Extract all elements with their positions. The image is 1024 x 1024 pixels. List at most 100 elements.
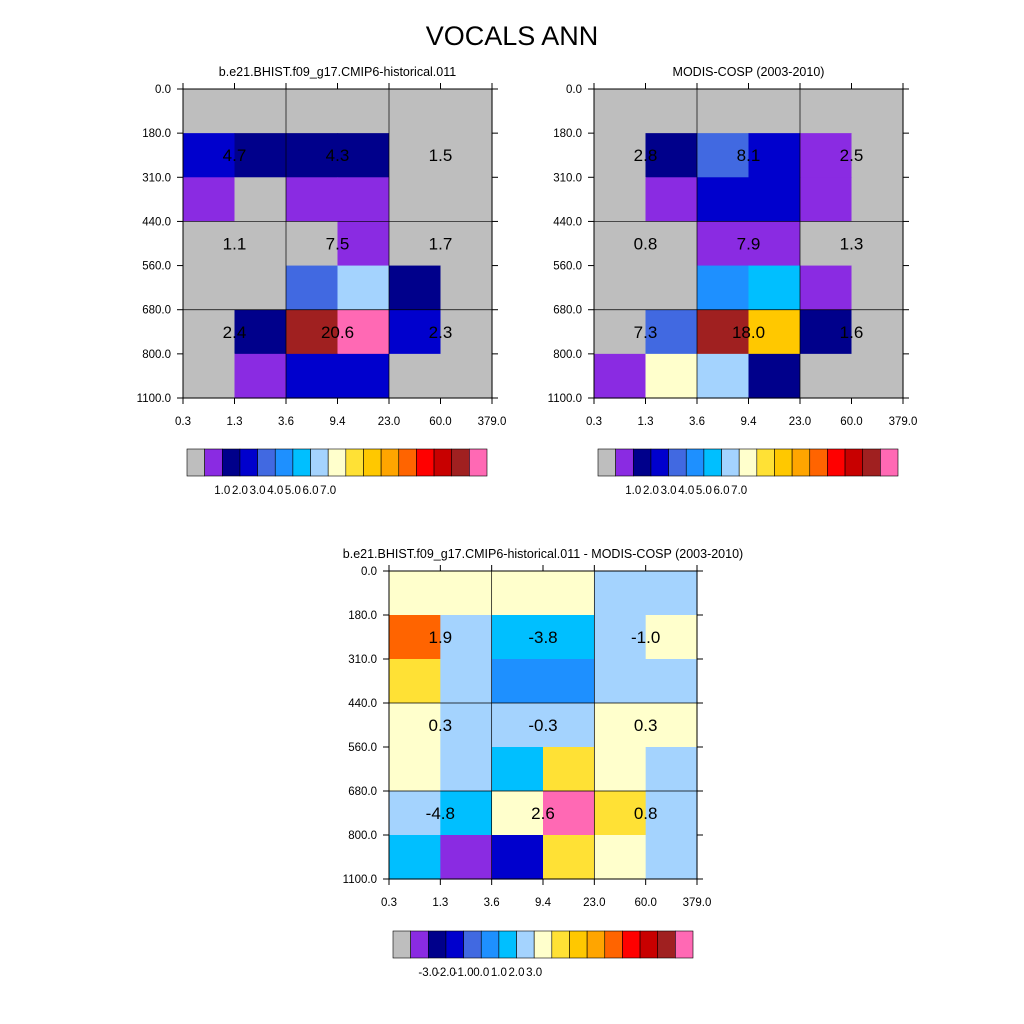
heatmap-cell <box>337 353 390 399</box>
colorbar-swatch <box>604 930 623 959</box>
colorbar-swatch <box>433 448 453 477</box>
colorbar-swatch <box>622 930 641 959</box>
heatmap-cell <box>440 615 493 660</box>
heatmap-cell <box>491 703 544 748</box>
colorbar-swatch <box>427 930 447 959</box>
heatmap-cell <box>645 659 698 704</box>
colorbar-swatch <box>774 448 793 477</box>
x-tick-label: 9.4 <box>330 416 347 428</box>
heatmap-cell <box>851 177 904 223</box>
cell-value-label: 7.5 <box>326 235 350 254</box>
cell-value-label: 1.5 <box>429 146 453 165</box>
colorbar-swatch <box>880 448 899 477</box>
y-tick-label: 0.0 <box>566 84 582 96</box>
heatmap-cell <box>234 265 287 311</box>
y-tick-label: 310.0 <box>142 172 171 184</box>
heatmap-cell <box>234 221 287 267</box>
colorbar-swatch <box>650 448 669 477</box>
heatmap-cell <box>594 133 647 178</box>
cell-value-label: 2.3 <box>429 323 453 342</box>
x-tick-label: 23.0 <box>789 416 811 428</box>
colorbar-swatch <box>791 448 811 477</box>
heatmap-cell <box>645 265 698 311</box>
heatmap-cell <box>645 835 698 880</box>
colorbar-label: 3.0 <box>250 485 266 497</box>
heatmap-cell <box>800 89 853 134</box>
heatmap-cell <box>286 309 339 355</box>
heatmap-cell <box>337 89 390 134</box>
colorbar-swatch <box>416 448 435 477</box>
heatmap-panel-3: b.e21.BHIST.f09_g17.CMIP6-historical.011… <box>343 547 744 909</box>
colorbar-swatch <box>345 448 364 477</box>
colorbar-swatch <box>451 448 470 477</box>
y-tick-label: 440.0 <box>348 698 377 710</box>
colorbar-label: -3.0 <box>418 967 438 979</box>
heatmap-cell <box>183 265 236 311</box>
colorbar-label: 7.0 <box>320 485 336 497</box>
y-tick-label: 180.0 <box>348 610 377 622</box>
y-tick-label: 800.0 <box>348 830 377 842</box>
x-tick-label: 1.3 <box>227 416 243 428</box>
colorbar-swatch <box>639 930 659 959</box>
colorbar-swatch <box>703 448 722 477</box>
heatmap-cell <box>389 747 441 792</box>
heatmap-cell <box>389 89 442 134</box>
heatmap-cell <box>594 615 647 660</box>
colorbar-swatch <box>392 930 411 959</box>
x-tick-label: 23.0 <box>583 897 605 909</box>
heatmap-cell <box>286 265 339 311</box>
colorbar-2: 1.0 2.0 3.0 4.0 5.0 6.0 7.0 <box>597 448 899 497</box>
colorbar-swatch <box>445 930 464 959</box>
y-tick-label: 0.0 <box>155 84 171 96</box>
colorbar-swatch <box>675 930 694 959</box>
x-tick-label: 379.0 <box>683 897 712 909</box>
heatmap-cell <box>440 353 493 399</box>
main-title: VOCALS ANN <box>426 21 599 51</box>
cell-value-label: 0.3 <box>634 716 658 735</box>
cell-value-label: 20.6 <box>321 323 354 342</box>
x-tick-label: 60.0 <box>634 897 656 909</box>
colorbar-swatch <box>239 448 258 477</box>
heatmap-cell <box>286 221 339 267</box>
colorbar-swatch <box>186 448 205 477</box>
colorbar-1: 1.0 2.0 3.0 4.0 5.0 6.0 7.0 <box>186 448 488 497</box>
cell-value-label: 2.4 <box>223 323 247 342</box>
colorbar-swatch <box>597 448 616 477</box>
heatmap-cell <box>697 309 750 355</box>
heatmap-cell <box>440 835 493 880</box>
cell-value-label: -4.8 <box>426 804 455 823</box>
heatmap-cell <box>183 177 236 223</box>
colorbar-swatch <box>469 448 488 477</box>
cell-value-label: 4.3 <box>326 146 350 165</box>
heatmap-cell <box>389 571 441 616</box>
heatmap-cell <box>851 309 904 355</box>
heatmap-cell <box>748 353 801 399</box>
heatmap-cell <box>234 89 287 134</box>
y-tick-label: 560.0 <box>348 742 377 754</box>
heatmap-panel-1: b.e21.BHIST.f09_g17.CMIP6-historical.011… <box>137 65 507 428</box>
heatmap-cell <box>337 221 390 267</box>
heatmap-cell <box>234 133 287 178</box>
y-tick-label: 0.0 <box>361 566 377 578</box>
y-tick-label: 560.0 <box>142 261 171 273</box>
heatmap-cell <box>491 791 544 836</box>
x-tick-label: 379.0 <box>889 416 918 428</box>
cell-value-label: 7.9 <box>737 235 761 254</box>
cell-value-label: 1.1 <box>223 235 247 254</box>
heatmap-cell <box>800 353 853 399</box>
x-tick-label: 3.6 <box>689 416 705 428</box>
colorbar-label: 5.0 <box>285 485 301 497</box>
colorbar-swatch <box>533 930 553 959</box>
heatmap-cell <box>286 177 339 223</box>
colorbar-label: 7.0 <box>731 485 747 497</box>
heatmap-cell <box>697 221 750 267</box>
y-tick-label: 680.0 <box>142 305 171 317</box>
heatmap-cell <box>645 791 698 836</box>
heatmap-cell <box>645 353 698 399</box>
heatmap-cell <box>389 309 442 355</box>
colorbar-label: 3.0 <box>661 485 677 497</box>
colorbar-label: 1.0 <box>214 485 230 497</box>
heatmap-cell <box>389 791 441 836</box>
colorbar-label: 4.0 <box>678 485 694 497</box>
